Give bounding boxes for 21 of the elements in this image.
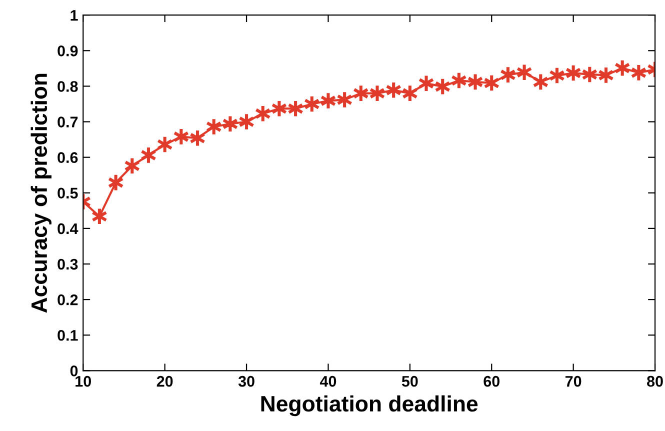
- x-tick-label: 70: [565, 376, 582, 387]
- y-tick-label: 0.1: [58, 330, 78, 341]
- y-tick-label: 1: [70, 10, 78, 21]
- y-axis-title: Accuracy of prediction: [30, 74, 52, 313]
- y-tick-label: 0.4: [58, 223, 78, 234]
- y-tick-label: 0: [70, 366, 78, 376]
- x-tick-label: 30: [238, 376, 254, 387]
- y-tick-label: 0.6: [58, 152, 78, 163]
- y-tick-label: 0.8: [58, 81, 78, 92]
- y-tick-label: 0.9: [58, 46, 78, 56]
- x-tick-label: 40: [320, 376, 336, 387]
- y-tick-label: 0.5: [58, 188, 78, 199]
- x-tick-label: 60: [484, 376, 500, 387]
- y-tick-label: 0.3: [58, 258, 78, 270]
- x-tick-label: 50: [402, 376, 418, 387]
- y-tick-label: 0.2: [58, 294, 78, 306]
- x-tick-label: 80: [647, 376, 663, 387]
- y-tick-label: 0.7: [58, 116, 78, 128]
- x-tick-label: 10: [76, 376, 91, 387]
- x-axis-title: Negotiation deadline: [261, 395, 478, 416]
- x-tick-label: 20: [156, 376, 173, 387]
